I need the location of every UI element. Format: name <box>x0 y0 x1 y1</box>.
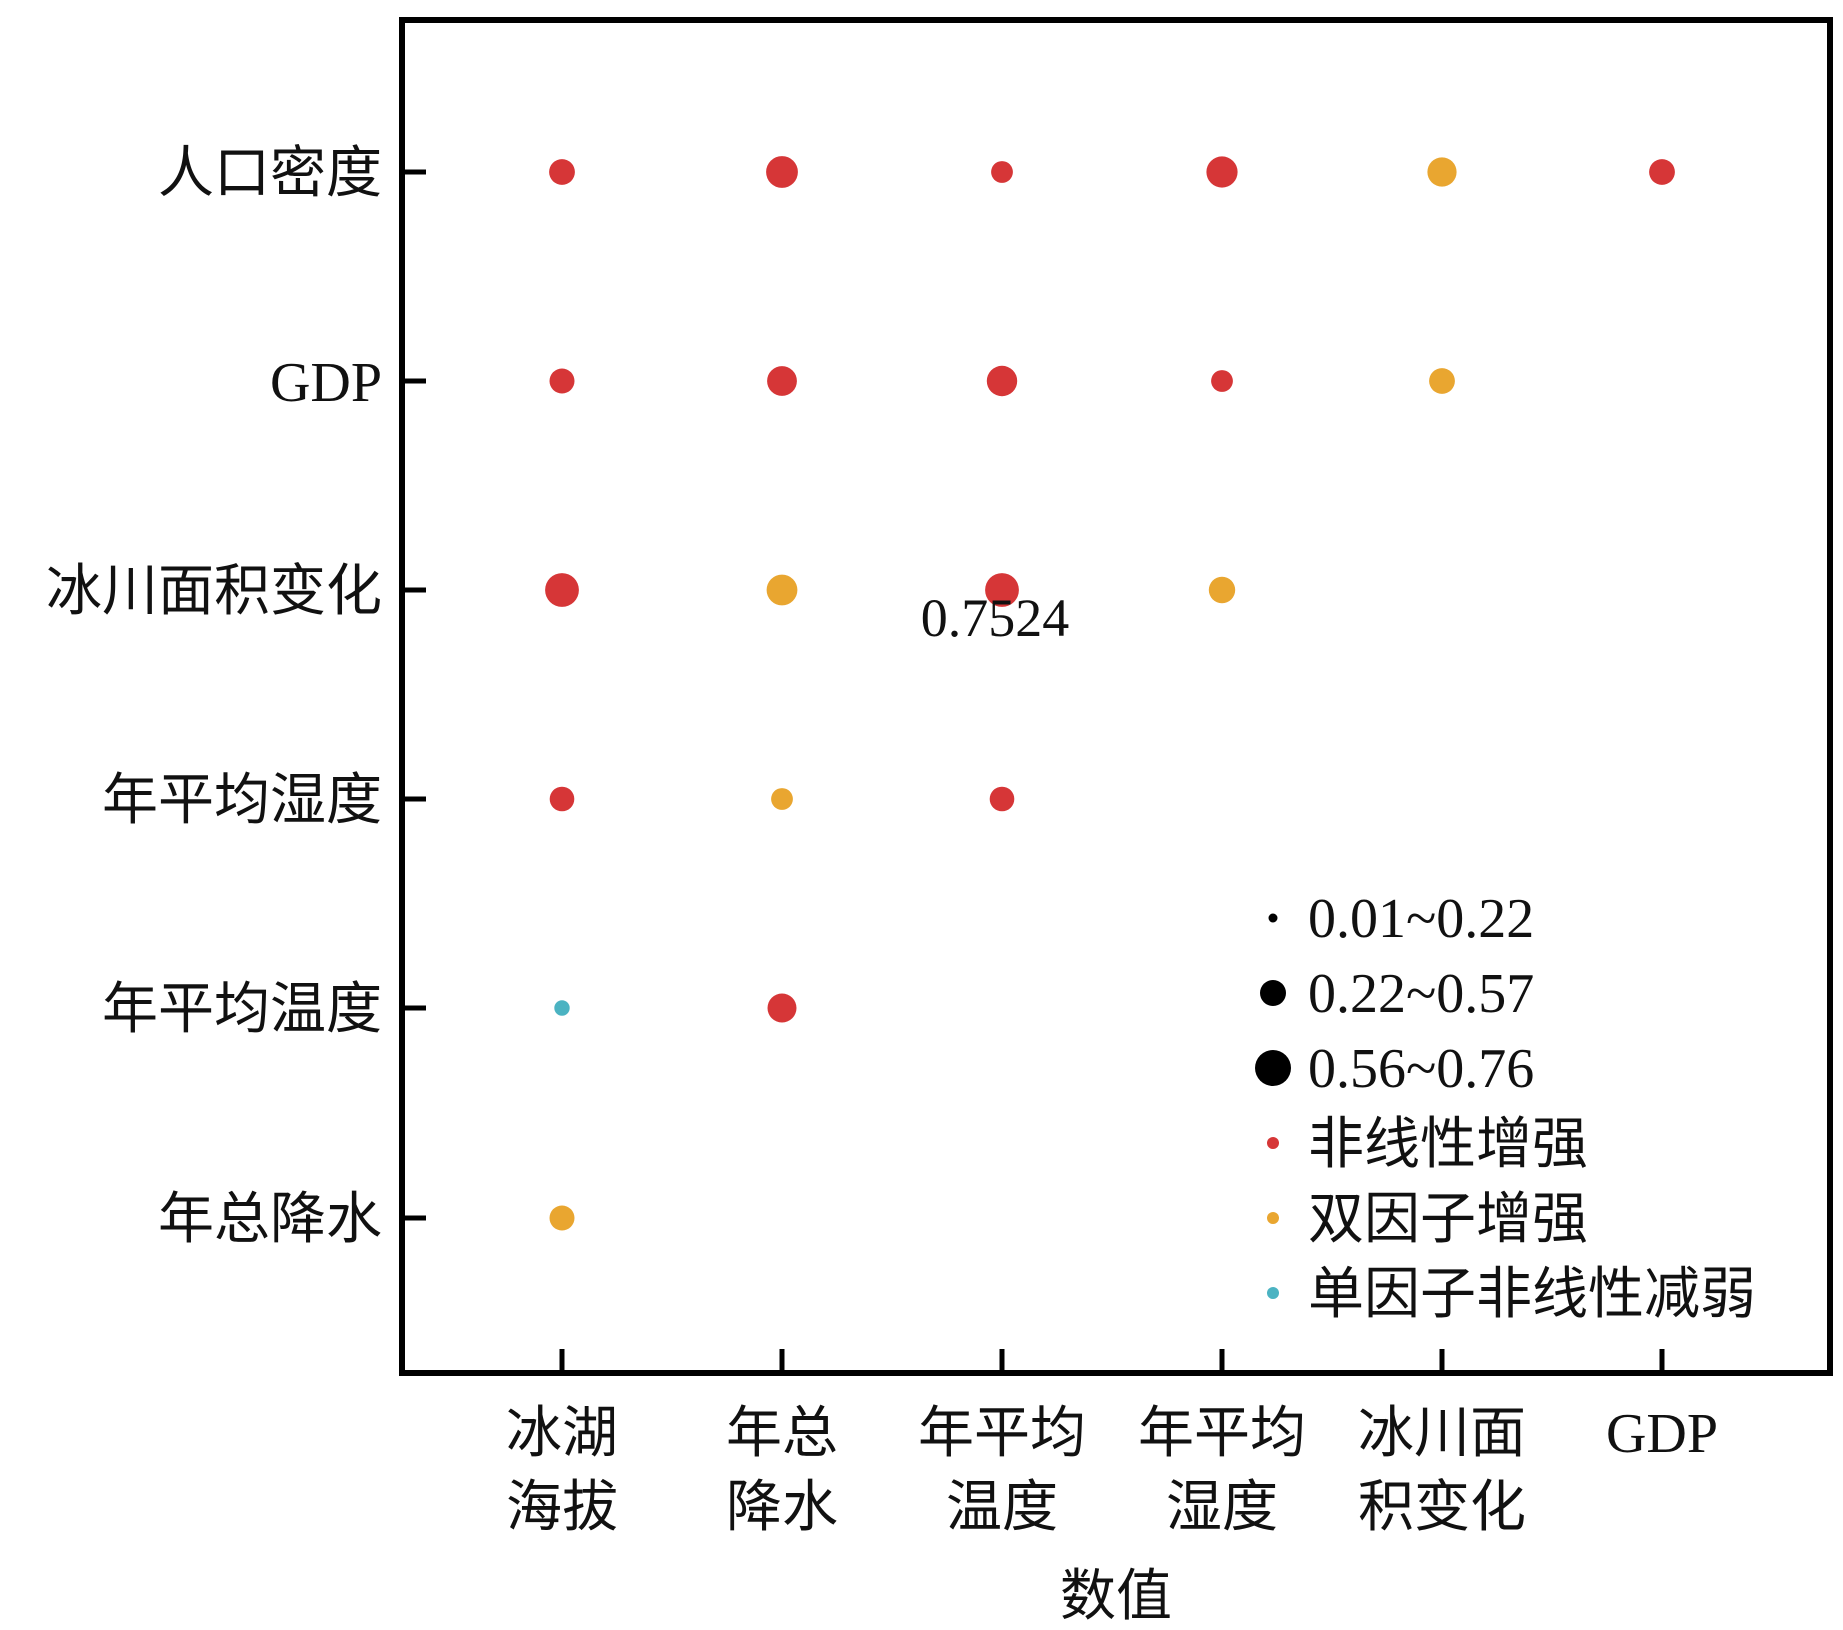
data-point <box>1649 159 1675 185</box>
data-point <box>767 993 797 1023</box>
legend-type-marker <box>1267 1287 1279 1299</box>
legend-size-label: 0.56~0.76 <box>1308 1038 1534 1100</box>
data-point <box>1211 370 1233 392</box>
y-tick-label: 冰川面积变化 <box>46 559 382 624</box>
y-axis-ticks <box>402 169 426 1221</box>
data-point <box>766 574 798 606</box>
data-points <box>545 156 1675 1231</box>
x-tick-label-line: 湿度 <box>1166 1475 1278 1540</box>
y-tick-label: 年平均温度 <box>102 977 382 1042</box>
y-tick-label: 年平均湿度 <box>102 768 382 833</box>
data-point <box>989 786 1015 812</box>
data-point <box>766 156 798 188</box>
x-tick-label-line: GDP <box>1606 1403 1718 1465</box>
annotations: 0.7524 <box>921 588 1070 648</box>
data-point <box>1208 576 1236 604</box>
data-point <box>549 159 575 185</box>
legend: 0.01~0.22 0.22~0.57 0.56~0.76 非线性增强双因子增强单因子… <box>1255 888 1756 1327</box>
legend-type-marker <box>1267 1137 1279 1149</box>
legend-size-marker <box>1255 1050 1291 1086</box>
legend-size-marker <box>1260 980 1286 1006</box>
x-tick-label: 冰川面积变化 <box>1358 1401 1526 1540</box>
x-tick-label: 年平均湿度 <box>1138 1401 1306 1540</box>
legend-type-marker <box>1267 1212 1279 1224</box>
data-point <box>549 1205 575 1231</box>
data-point <box>549 368 575 394</box>
x-tick-label-line: 年总 <box>726 1401 838 1466</box>
x-tick-label-line: 降水 <box>726 1475 838 1540</box>
data-point <box>554 1000 570 1016</box>
x-axis-ticks <box>559 1349 1665 1373</box>
x-tick-label: 年平均温度 <box>918 1401 1086 1540</box>
data-point <box>1429 368 1455 394</box>
y-tick-label: 年总降水 <box>158 1187 382 1252</box>
y-tick-label: 人口密度 <box>158 141 382 206</box>
data-point <box>986 365 1018 397</box>
legend-type-label: 双因子增强 <box>1308 1187 1588 1252</box>
x-tick-label-line: 年平均 <box>1138 1401 1306 1466</box>
data-point <box>1427 157 1457 187</box>
data-point <box>1206 156 1238 188</box>
data-point <box>991 161 1013 183</box>
y-tick-label: GDP <box>270 352 382 414</box>
legend-type-label: 非线性增强 <box>1308 1112 1588 1177</box>
x-tick-label-line: 年平均 <box>918 1401 1086 1466</box>
data-label: 0.7524 <box>921 588 1070 648</box>
data-point <box>767 366 797 396</box>
x-tick-label-line: 温度 <box>946 1475 1058 1540</box>
x-tick-label: GDP <box>1606 1403 1718 1465</box>
data-point <box>549 786 575 812</box>
legend-size-marker <box>1268 913 1278 923</box>
plot-frame <box>399 17 1833 1376</box>
legend-type-label: 单因子非线性减弱 <box>1308 1262 1756 1327</box>
x-tick-label: 冰湖海拔 <box>506 1401 618 1540</box>
legend-size-label: 0.01~0.22 <box>1308 888 1534 950</box>
x-tick-label-line: 冰川面 <box>1358 1401 1526 1466</box>
data-point <box>771 788 793 810</box>
x-tick-label: 年总降水 <box>726 1401 838 1540</box>
x-axis-label: 数值 <box>1060 1564 1172 1629</box>
data-point <box>985 573 1019 607</box>
legend-size-label: 0.22~0.57 <box>1308 963 1534 1025</box>
x-tick-label-line: 冰湖 <box>506 1401 618 1466</box>
data-point <box>545 573 579 607</box>
x-tick-label-line: 海拔 <box>506 1475 618 1540</box>
x-tick-label-line: 积变化 <box>1358 1475 1526 1540</box>
